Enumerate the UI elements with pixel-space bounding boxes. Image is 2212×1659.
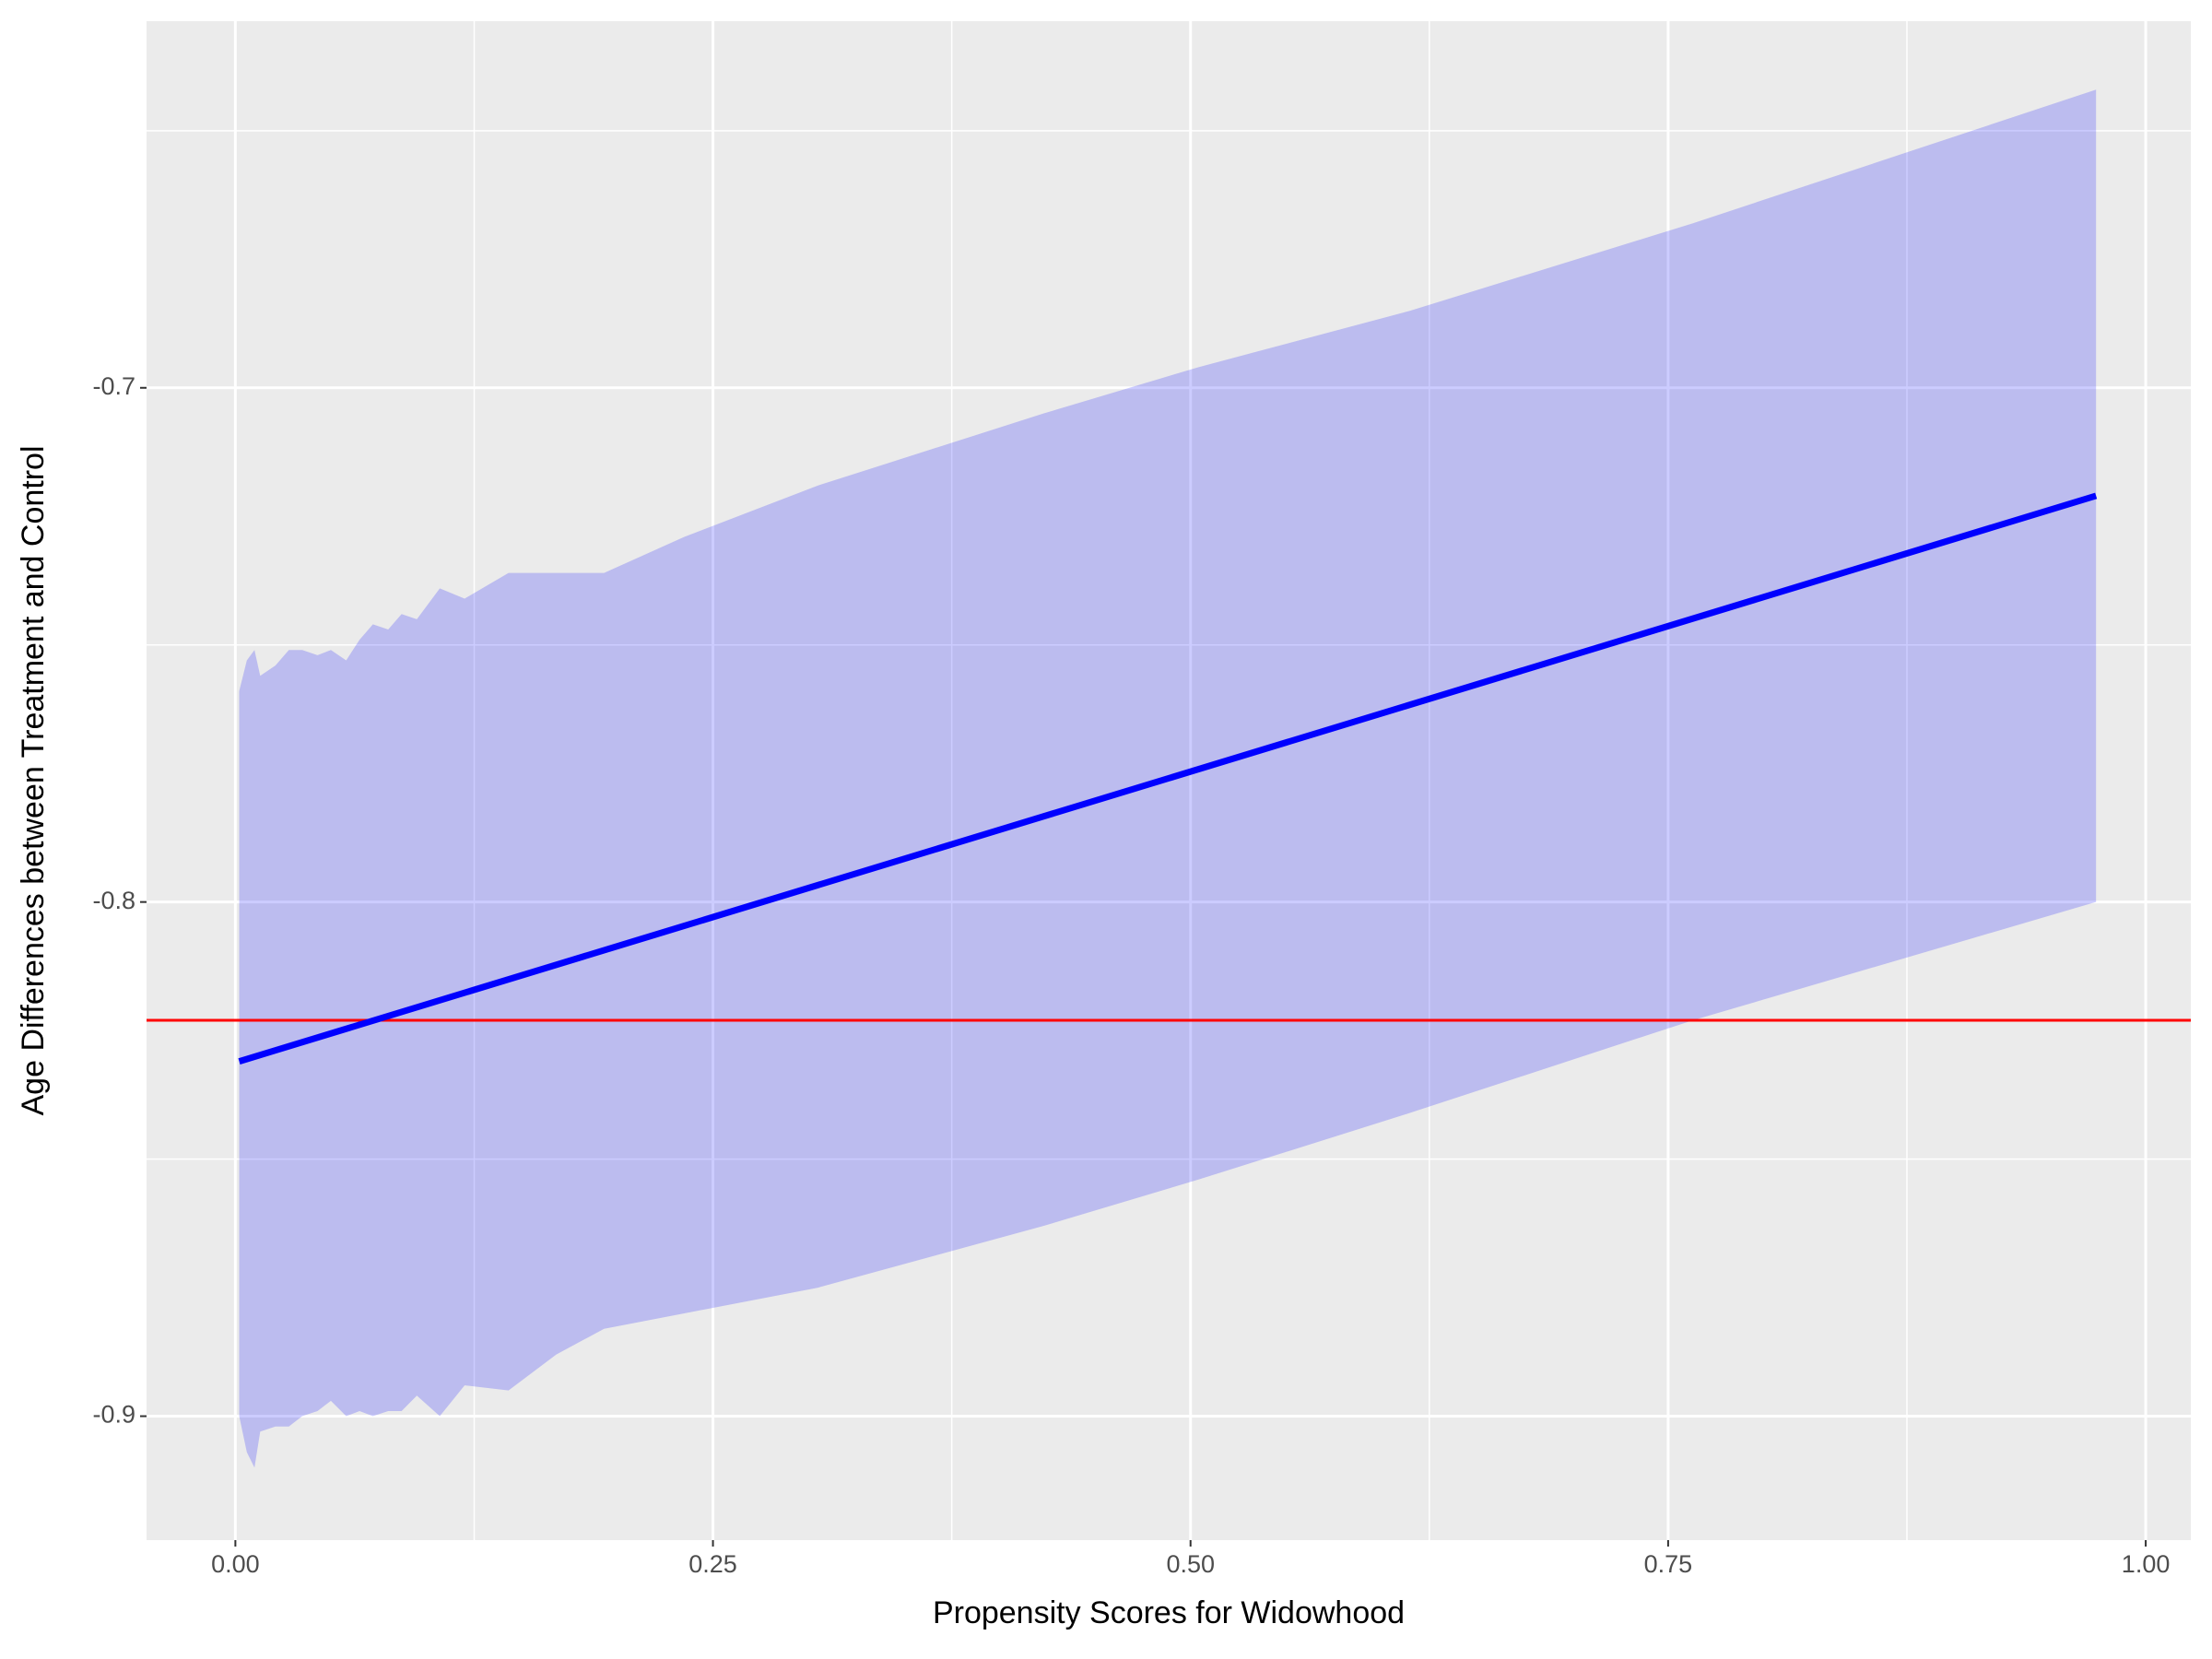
y-axis-title: Age Differences between Treatment and Co… [16,445,51,1115]
x-tick-label: 0.25 [688,1550,737,1578]
x-tick-label: 0.75 [1644,1550,1693,1578]
x-tick-label: 1.00 [2122,1550,2171,1578]
y-tick-label: -0.8 [92,887,135,914]
x-tick-label: 0.50 [1166,1550,1215,1578]
y-tick-label: -0.9 [92,1401,135,1429]
fit-line [238,492,2098,1065]
x-axis-title: Propensity Scores for Widowhood [933,1595,1405,1630]
x-tick-label: 0.00 [211,1550,260,1578]
y-tick-label: -0.7 [92,372,135,400]
